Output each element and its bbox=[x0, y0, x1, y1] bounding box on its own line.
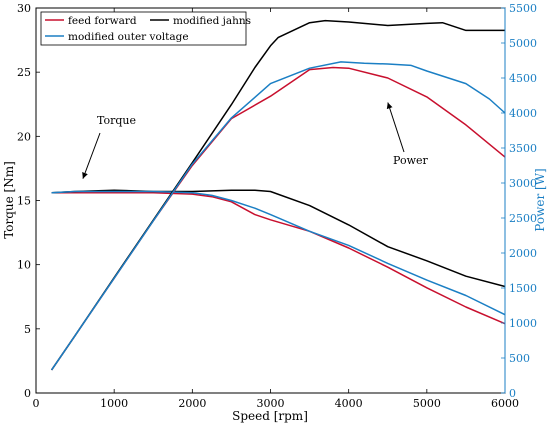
y-right-tick-label: 0 bbox=[509, 387, 516, 400]
series-line-feed-forward-torque bbox=[51, 192, 506, 325]
series-line-modified-outer-voltage-power bbox=[50, 61, 506, 371]
x-tick-label: 4000 bbox=[335, 397, 363, 410]
y-right-tick-label: 4000 bbox=[509, 107, 537, 120]
y-right-tick-label: 2500 bbox=[509, 212, 537, 225]
y-axis-right-label: Power [W] bbox=[533, 168, 547, 231]
series-layer bbox=[50, 19, 506, 371]
y-left-tick-label: 0 bbox=[24, 387, 31, 400]
y-left-tick-label: 5 bbox=[24, 323, 31, 336]
y-right-tick-label: 500 bbox=[509, 352, 530, 365]
y-axis-left-label: Torque [Nm] bbox=[2, 161, 16, 239]
y-left-tick-label: 15 bbox=[17, 195, 31, 208]
ticks-layer: 0 1000 2000 3000 4000 5000 6000051015202530050… bbox=[17, 2, 537, 410]
x-tick-label: 6000 bbox=[491, 397, 519, 410]
plot-area bbox=[35, 7, 506, 394]
y-left-tick-label: 30 bbox=[17, 2, 31, 15]
y-right-tick-label: 4500 bbox=[509, 72, 537, 85]
legend-box bbox=[40, 11, 247, 46]
annotations: Torque Power bbox=[82, 102, 429, 179]
legend: feed forward modified jahns modified out… bbox=[40, 11, 251, 46]
y-right-tick-label: 5000 bbox=[509, 37, 537, 50]
y-right-tick-label: 5500 bbox=[509, 2, 537, 15]
y-right-tick-label: 3500 bbox=[509, 142, 537, 155]
y-right-tick-label: 1500 bbox=[509, 282, 537, 295]
legend-label-modified-jahns: modified jahns bbox=[173, 15, 251, 27]
annotation-torque-label: Torque bbox=[97, 114, 136, 127]
y-right-tick-label: 1000 bbox=[509, 317, 537, 330]
annotation-power-arrow bbox=[386, 102, 405, 153]
annotation-power-label: Power bbox=[393, 154, 429, 167]
x-tick-label: 5000 bbox=[413, 397, 441, 410]
legend-label-feed-forward: feed forward bbox=[68, 15, 137, 27]
x-tick-label: 0 bbox=[33, 397, 40, 410]
series-line-modified-jahns-torque bbox=[51, 189, 506, 288]
annotation-torque-arrow bbox=[82, 132, 101, 179]
y-right-tick-label: 2000 bbox=[509, 247, 537, 260]
x-tick-label: 1000 bbox=[100, 397, 128, 410]
y-right-tick-label: 3000 bbox=[509, 177, 537, 190]
legend-label-modified-outer-voltage: modified outer voltage bbox=[68, 31, 189, 43]
x-tick-label: 3000 bbox=[257, 397, 285, 410]
axis-labels: Speed [rpm] Torque [Nm] Power [W] bbox=[2, 161, 547, 423]
y-left-tick-label: 20 bbox=[17, 130, 31, 143]
x-axis-label: Speed [rpm] bbox=[232, 409, 308, 423]
series-line-modified-outer-voltage-torque bbox=[51, 190, 506, 316]
plot-frame bbox=[35, 7, 506, 394]
x-tick-label: 2000 bbox=[178, 397, 206, 410]
y-left-tick-label: 10 bbox=[17, 259, 31, 272]
y-left-tick-label: 25 bbox=[17, 66, 31, 79]
